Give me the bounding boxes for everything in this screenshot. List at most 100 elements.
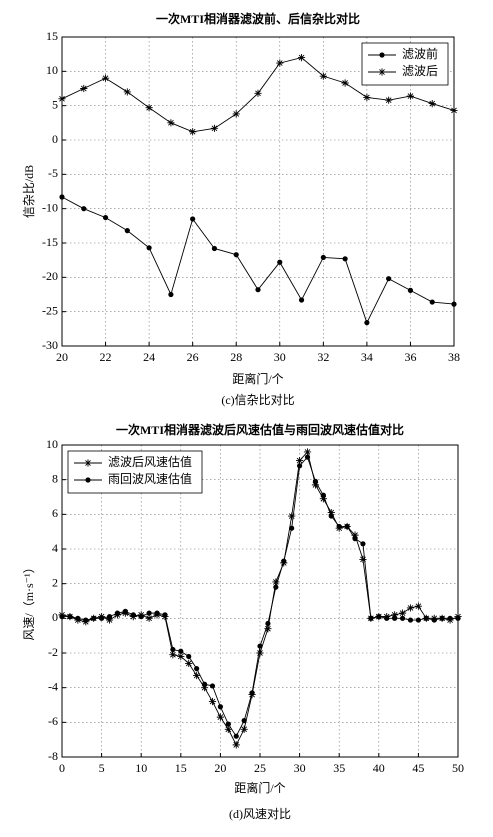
point xyxy=(75,615,81,621)
point xyxy=(429,299,435,305)
point xyxy=(167,119,175,127)
point xyxy=(193,671,201,680)
x-tick-label: 40 xyxy=(373,761,385,775)
point xyxy=(288,512,296,520)
x-tick-label: 0 xyxy=(59,761,65,775)
point xyxy=(407,617,414,623)
x-tick-label: 24 xyxy=(143,350,155,364)
point xyxy=(311,481,320,489)
x-tick-label: 20 xyxy=(56,350,68,364)
point xyxy=(101,74,110,82)
point xyxy=(254,89,262,97)
point xyxy=(80,84,88,93)
point xyxy=(232,741,240,749)
point xyxy=(249,690,255,696)
x-tick-label: 25 xyxy=(254,761,266,775)
x-tick-label: 30 xyxy=(274,350,286,364)
plot-frame xyxy=(61,36,455,347)
chart-title: 一次MTI相消器滤波后风速估值与雨回波风速估值对比 xyxy=(116,422,404,437)
y-tick-label: 4 xyxy=(52,541,58,555)
caption: (c)信杂比对比 xyxy=(221,393,294,407)
point xyxy=(190,216,196,222)
x-tick-label: 26 xyxy=(187,350,199,364)
point xyxy=(201,681,208,687)
x-tick-label: 22 xyxy=(100,350,112,364)
point xyxy=(168,291,174,298)
x-tick-label: 45 xyxy=(412,761,424,775)
point xyxy=(352,536,358,542)
point xyxy=(208,697,217,706)
x-tick-label: 38 xyxy=(448,350,460,364)
y-tick-label: 8 xyxy=(52,471,58,485)
y-tick-label: -6 xyxy=(48,714,58,728)
point xyxy=(384,615,390,621)
point xyxy=(385,96,393,104)
point xyxy=(177,652,185,661)
point xyxy=(303,448,312,456)
point xyxy=(363,93,371,102)
y-tick-label: -15 xyxy=(42,235,58,249)
point xyxy=(257,643,263,649)
chart-title: 一次MTI相消器滤波前、后信杂比对比 xyxy=(156,11,360,26)
point xyxy=(225,721,231,727)
point xyxy=(392,615,398,621)
y-tick-label: -25 xyxy=(42,303,58,317)
legend-box xyxy=(361,42,449,86)
point xyxy=(328,513,334,519)
point xyxy=(105,616,114,624)
point xyxy=(178,648,184,654)
point xyxy=(85,477,91,483)
point xyxy=(289,525,295,531)
point xyxy=(450,106,458,115)
x-tick-label: 10 xyxy=(135,761,147,775)
plot-frame xyxy=(61,444,459,758)
point xyxy=(319,72,327,80)
point xyxy=(327,509,335,517)
point xyxy=(451,301,457,307)
point xyxy=(59,194,65,200)
y-tick-label: -10 xyxy=(42,200,58,214)
point xyxy=(398,609,407,617)
y-tick-label: -8 xyxy=(48,749,58,763)
point xyxy=(217,704,223,710)
point xyxy=(378,68,386,76)
point xyxy=(415,617,421,623)
point xyxy=(359,555,367,563)
point xyxy=(351,531,359,539)
legend-label: 雨回波风速估值 xyxy=(108,471,192,486)
legend-box xyxy=(67,450,203,494)
x-tick-label: 32 xyxy=(317,350,329,364)
y-axis-label: 风速/（m·s⁻¹） xyxy=(22,561,36,640)
point xyxy=(123,88,131,96)
point xyxy=(170,646,176,653)
point xyxy=(185,659,193,667)
point xyxy=(399,615,406,621)
point xyxy=(391,611,399,619)
point xyxy=(186,653,192,660)
x-tick-label: 34 xyxy=(361,350,373,364)
point xyxy=(406,604,415,612)
point xyxy=(341,79,349,87)
point xyxy=(428,100,436,108)
point xyxy=(273,584,279,590)
point xyxy=(210,124,219,132)
x-axis-label: 距离门/个 xyxy=(232,371,283,386)
point xyxy=(439,615,445,621)
point xyxy=(106,614,113,620)
point xyxy=(414,602,422,610)
point xyxy=(114,610,121,616)
point xyxy=(83,617,89,623)
x-tick-label: 30 xyxy=(294,761,306,775)
point xyxy=(224,725,232,733)
x-tick-label: 15 xyxy=(175,761,187,775)
point xyxy=(189,128,197,136)
point xyxy=(447,615,453,621)
point xyxy=(320,254,326,261)
point xyxy=(320,492,326,498)
chart-panel: 一次MTI相消器滤波前、后信杂比对比 20 22 24 26 28 30 32 34 36 38 -3… xyxy=(22,11,460,407)
x-tick-label: 35 xyxy=(333,761,345,775)
point xyxy=(145,104,153,112)
y-tick-label: -4 xyxy=(48,679,58,693)
x-tick-label: 20 xyxy=(214,761,226,775)
point xyxy=(312,478,319,484)
